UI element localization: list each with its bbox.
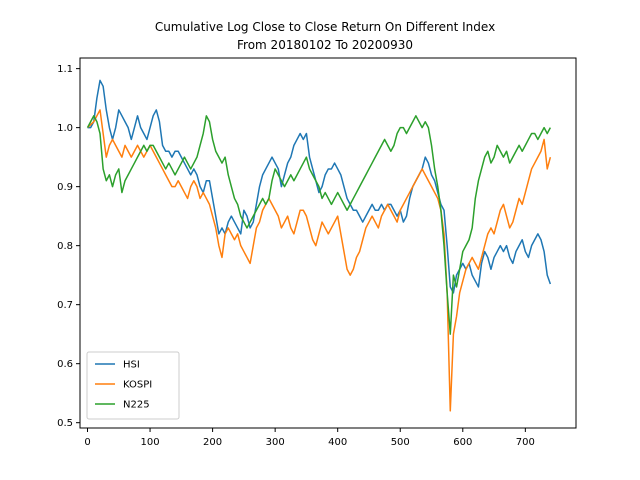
series-line-kospi — [86, 109, 552, 412]
x-tick-label: 100 — [141, 437, 160, 448]
y-axis: 0.5 0.6 0.7 0.8 0.9 1.0 1.1 — [57, 64, 80, 429]
legend-label-n225: N225 — [123, 400, 150, 411]
y-tick-label: 0.8 — [57, 241, 73, 252]
x-tick-label: 600 — [453, 437, 472, 448]
x-tick-label: 300 — [266, 437, 285, 448]
x-tick-label: 0 — [84, 437, 90, 448]
x-tick-label: 500 — [391, 437, 410, 448]
y-tick-label: 0.7 — [57, 300, 73, 311]
y-tick-label: 1.0 — [57, 123, 73, 134]
y-tick-label: 1.1 — [57, 64, 73, 75]
x-axis: 0 100 200 300 400 500 600 700 — [84, 428, 535, 448]
legend-box — [86, 351, 180, 420]
y-tick-label: 0.5 — [57, 418, 73, 429]
y-tick-label: 0.6 — [57, 359, 73, 370]
series-line-n225 — [86, 115, 552, 335]
x-tick-label: 400 — [328, 437, 347, 448]
plot-frame — [79, 57, 577, 429]
x-tick-label: 200 — [203, 437, 222, 448]
series-line-hsi — [87, 79, 552, 294]
x-tick-label: 700 — [516, 437, 535, 448]
chart-subtitle: From 20180102 To 20200930 — [237, 38, 413, 52]
legend-label-hsi: HSI — [123, 360, 140, 371]
plot-series — [86, 79, 552, 412]
chart-title: Cumulative Log Close to Close Return On … — [155, 20, 495, 34]
legend-label-kospi: KOSPI — [123, 380, 152, 391]
y-tick-label: 0.9 — [57, 182, 73, 193]
legend: HSI KOSPI N225 — [86, 351, 180, 420]
